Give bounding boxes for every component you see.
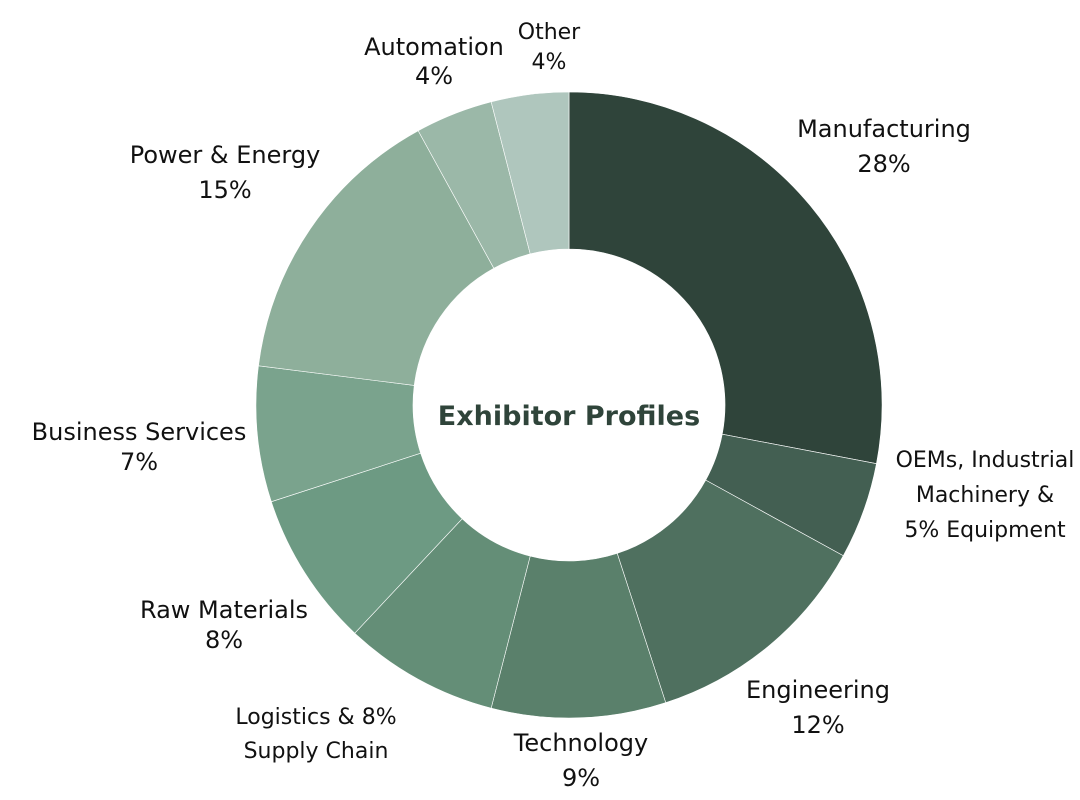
label-business-services: Business Services 7% bbox=[32, 418, 247, 476]
slice-labels: Manufacturing 28% OEMs, Industrial Machiner… bbox=[32, 20, 1075, 792]
label-line: Raw Materials bbox=[140, 596, 308, 624]
label-line: Logistics & 8% bbox=[235, 705, 396, 730]
slice-power-and-energy bbox=[258, 130, 495, 386]
label-manufacturing: Manufacturing 28% bbox=[797, 115, 971, 178]
label-line: Power & Energy bbox=[130, 141, 321, 169]
donut-slices bbox=[255, 91, 883, 719]
label-line: 28% bbox=[857, 150, 910, 178]
label-line: 8% bbox=[205, 626, 243, 654]
label-line: Other bbox=[518, 20, 581, 45]
label-other: Other 4% bbox=[518, 20, 581, 75]
label-line: 9% bbox=[562, 764, 600, 792]
label-line: Technology bbox=[513, 729, 648, 757]
label-line: 12% bbox=[791, 711, 844, 739]
label-automation: Automation 4% bbox=[364, 33, 504, 90]
label-line: Engineering bbox=[746, 676, 890, 704]
slice-other bbox=[490, 91, 570, 255]
label-line: Machinery & bbox=[916, 483, 1054, 508]
label-line: 4% bbox=[415, 62, 453, 90]
label-line: Supply Chain bbox=[244, 739, 389, 764]
label-raw-materials: Raw Materials 8% bbox=[140, 596, 308, 654]
label-line: 5% Equipment bbox=[904, 518, 1066, 543]
label-line: 7% bbox=[120, 448, 158, 476]
chart-title: Exhibitor Profiles bbox=[438, 401, 700, 432]
label-line: Automation bbox=[364, 33, 504, 61]
label-oems-industrial-machinery-and-equipment: OEMs, Industrial Machinery & 5% Equipment bbox=[896, 448, 1075, 543]
slice-manufacturing bbox=[568, 91, 883, 465]
label-line: OEMs, Industrial bbox=[896, 448, 1075, 473]
label-technology: Technology 9% bbox=[513, 729, 648, 792]
label-logistics-and-supply-chain: Logistics & 8% Supply Chain bbox=[235, 705, 396, 764]
label-engineering: Engineering 12% bbox=[746, 676, 890, 739]
label-line: Business Services bbox=[32, 418, 247, 446]
slice-engineering bbox=[616, 479, 844, 704]
label-line: 4% bbox=[532, 50, 567, 75]
label-power-and-energy: Power & Energy 15% bbox=[130, 141, 321, 204]
label-line: Manufacturing bbox=[797, 115, 971, 143]
label-line: 15% bbox=[198, 176, 251, 204]
